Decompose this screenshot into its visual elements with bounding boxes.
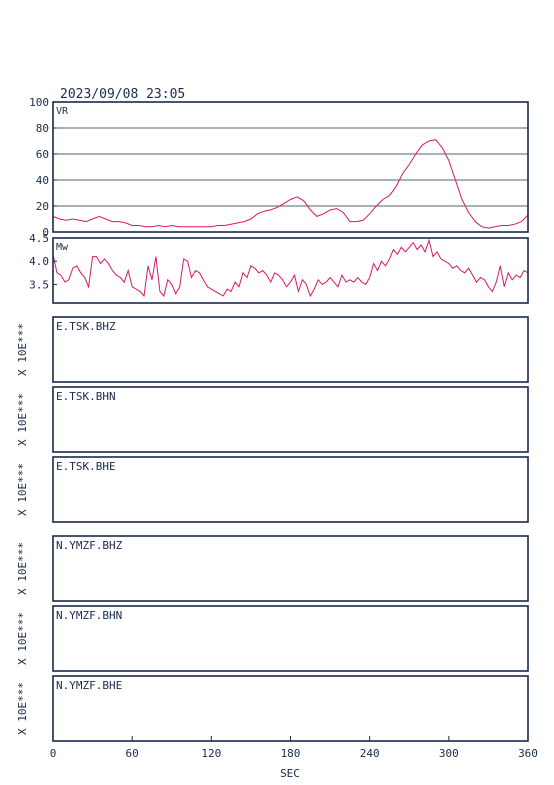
x-axis-label: SEC [280,767,300,780]
station-label: E.TSK.BHZ [56,320,116,333]
station-label: E.TSK.BHN [56,390,116,403]
event-timestamp: 2023/09/08 23:05 [60,87,185,102]
station-label: N.YMZF.BHZ [56,539,123,552]
panel-title: Mw [56,242,69,253]
scale-label: X 10E*** [16,323,29,376]
station-panel [52,316,529,383]
x-tick-label: 300 [439,747,459,760]
station-label: N.YMZF.BHE [56,679,122,692]
x-tick-label: 240 [360,747,380,760]
station-label: N.YMZF.BHN [56,609,122,622]
y-tick-label: 3.5 [29,278,49,291]
panel-frame [52,237,529,304]
y-tick-label: 4.0 [29,255,49,268]
scale-label: X 10E*** [16,542,29,595]
x-tick-label: 0 [50,747,57,760]
x-tick-label: 60 [126,747,139,760]
panel-title: VR [56,106,69,117]
scale-label: X 10E*** [16,393,29,446]
station-panel [52,675,529,742]
y-tick-label: 4.5 [29,232,49,245]
scale-label: X 10E*** [16,463,29,516]
x-tick-label: 120 [201,747,221,760]
station-label: E.TSK.BHE [56,460,116,473]
y-tick-label: 100 [29,96,49,109]
x-tick-label: 360 [518,747,538,760]
series-line-mw [52,238,529,298]
y-tick-label: 80 [36,122,49,135]
station-panel [52,386,529,453]
x-tick-label: 180 [281,747,301,760]
panel-frame [52,101,529,233]
series-line-vr [52,139,529,229]
y-tick-label: 60 [36,148,49,161]
y-tick-label: 20 [36,200,49,213]
station-panel [52,456,529,523]
station-panel [52,605,529,672]
scale-label: X 10E*** [16,682,29,735]
station-panel [52,535,529,602]
scale-label: X 10E*** [16,612,29,665]
y-tick-label: 40 [36,174,49,187]
y-tick-label: 0 [42,226,49,239]
